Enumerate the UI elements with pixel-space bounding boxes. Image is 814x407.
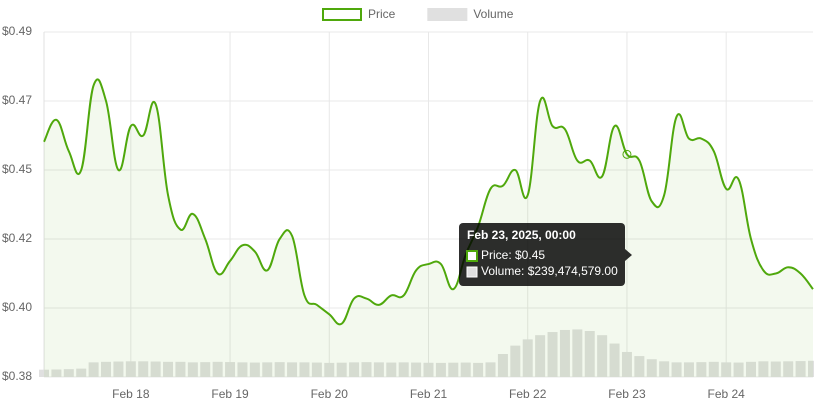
x-tick-label: Feb 24 <box>707 387 745 401</box>
volume-bar <box>150 361 161 377</box>
legend-label: Price <box>368 7 396 21</box>
tooltip: Feb 23, 2025, 00:00 Price: $0.45 Volume: $… <box>459 223 632 286</box>
volume-bar <box>522 339 533 377</box>
volume-bar <box>659 361 670 377</box>
legend-swatch <box>322 8 362 21</box>
volume-bar <box>76 368 87 377</box>
volume-bar <box>609 343 620 377</box>
y-tick-label: $0.42 <box>2 231 32 245</box>
volume-bar <box>770 361 781 377</box>
volume-bar <box>721 362 732 377</box>
volume-bar <box>808 360 814 377</box>
volume-bar <box>274 362 285 377</box>
volume-bar <box>621 351 632 377</box>
volume-bar <box>324 362 335 377</box>
y-tick-label: $0.40 <box>2 300 32 314</box>
volume-bar <box>361 362 372 377</box>
volume-bar <box>448 362 459 377</box>
volume-bar <box>311 362 322 377</box>
volume-bar <box>485 362 496 377</box>
volume-bar <box>63 369 74 377</box>
x-tick-label: Feb 18 <box>112 387 150 401</box>
volume-bar <box>696 362 707 377</box>
tooltip-box <box>459 223 625 286</box>
price-line <box>43 78 814 326</box>
volume-bar <box>783 361 794 377</box>
volume-bar <box>386 362 397 377</box>
volume-bar <box>299 362 310 377</box>
y-tick-label: $0.47 <box>2 93 32 107</box>
volume-bar <box>39 369 49 377</box>
x-tick-label: Feb 21 <box>410 387 448 401</box>
volume-bar <box>559 329 570 377</box>
volume-bar <box>237 362 248 377</box>
volume-bar <box>373 362 384 377</box>
volume-bar <box>175 361 186 377</box>
volume-bar <box>336 362 347 377</box>
x-tick-label: Feb 23 <box>608 387 646 401</box>
legend-swatch <box>427 8 468 21</box>
volume-bar <box>460 362 471 377</box>
tooltip-caret <box>625 249 632 261</box>
volume-bar <box>795 361 806 377</box>
volume-bar <box>572 329 583 377</box>
volume-bar <box>646 359 657 377</box>
y-tick-label: $0.49 <box>2 24 32 38</box>
volume-bar <box>435 362 446 377</box>
volume-bar <box>497 354 508 377</box>
volume-bar <box>125 361 136 377</box>
tooltip-swatch <box>466 266 478 278</box>
volume-bar <box>473 362 484 377</box>
volume-bar <box>733 362 744 377</box>
volume-bar <box>51 369 62 377</box>
tooltip-line: Volume: $239,474,579.00 <box>481 264 618 278</box>
volume-bar <box>349 362 360 377</box>
legend-label: Volume <box>473 7 513 21</box>
volume-bar <box>745 361 756 377</box>
tooltip-swatch <box>466 250 478 262</box>
volume-bar <box>249 362 260 377</box>
x-tick-label: Feb 22 <box>509 387 547 401</box>
y-tick-label: $0.45 <box>2 162 32 176</box>
volume-bar <box>683 362 694 377</box>
tooltip-line: Price: $0.45 <box>481 248 545 262</box>
volume-bar <box>708 361 719 377</box>
volume-bar <box>671 362 682 377</box>
volume-bar <box>535 335 546 377</box>
price-area <box>44 79 813 378</box>
volume-bar <box>423 362 434 377</box>
volume-bar <box>584 331 595 377</box>
volume-bar <box>411 362 422 377</box>
volume-bar <box>113 361 124 377</box>
volume-bar <box>547 332 558 377</box>
legend-item: Price <box>322 7 396 21</box>
volume-bar <box>200 362 211 377</box>
tooltip-title: Feb 23, 2025, 00:00 <box>467 228 576 242</box>
volume-bar <box>287 362 298 377</box>
volume-bar <box>163 361 174 377</box>
volume-bar <box>510 345 521 377</box>
hover-point <box>622 149 632 159</box>
x-tick-label: Feb 19 <box>211 387 249 401</box>
volume-bar <box>758 361 769 377</box>
volume-bar <box>187 362 198 377</box>
volume-bar <box>634 356 645 377</box>
volume-bar <box>212 361 223 377</box>
volume-bar <box>262 362 273 377</box>
volume-bar <box>398 362 409 377</box>
x-tick-label: Feb 20 <box>311 387 349 401</box>
y-tick-label: $0.38 <box>2 369 32 383</box>
volume-bar <box>88 362 99 377</box>
volume-bar <box>138 361 149 377</box>
volume-bar <box>101 361 112 377</box>
legend-item: Volume <box>427 7 514 21</box>
volume-bar <box>597 335 608 377</box>
volume-bar <box>225 362 236 377</box>
